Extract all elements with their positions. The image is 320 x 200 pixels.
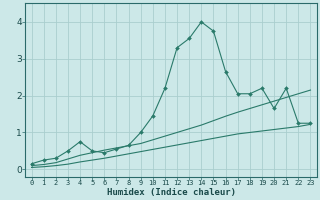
X-axis label: Humidex (Indice chaleur): Humidex (Indice chaleur) <box>107 188 236 197</box>
